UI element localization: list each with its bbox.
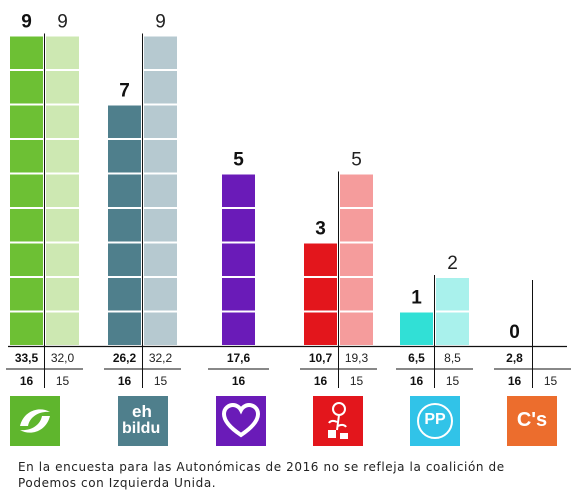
pp-seats-15-label: 2 bbox=[447, 253, 458, 274]
ehbildu-pct-15-label: 32,2 bbox=[149, 351, 173, 365]
pse-pct-15-label: 19,3 bbox=[345, 351, 369, 365]
pnv-bar-15-seat bbox=[46, 278, 79, 311]
pp-pct-16-label: 6,5 bbox=[408, 351, 425, 365]
pse-seats-16-label: 3 bbox=[315, 219, 326, 240]
ehbildu-bar-16-seat bbox=[108, 278, 141, 311]
ehbildu-logo-line2: bildu bbox=[122, 420, 161, 437]
pse-bar-16-seat bbox=[304, 243, 337, 276]
pse-seats-15-label: 5 bbox=[351, 150, 362, 171]
pnv-bar-16-seat bbox=[10, 278, 43, 311]
ehbildu-bar-16-seat bbox=[108, 140, 141, 173]
ehbildu-bar-16-seat bbox=[108, 105, 141, 138]
podemos-bar-16-seat bbox=[222, 312, 255, 345]
pnv-logo bbox=[10, 396, 60, 446]
pnv-bar-15-seat bbox=[46, 36, 79, 69]
ehbildu-bar-16-seat bbox=[108, 243, 141, 276]
pnv-year-15-label: 15 bbox=[56, 374, 70, 388]
pnv-bar-16-seat bbox=[10, 140, 43, 173]
pp-year-16-label: 16 bbox=[410, 374, 424, 388]
pnv-bar-16-seat bbox=[10, 105, 43, 138]
pnv-year-16-label: 16 bbox=[20, 374, 34, 388]
pp-year-15-label: 15 bbox=[446, 374, 460, 388]
cs-logo: C's bbox=[507, 396, 557, 446]
rose-icon bbox=[328, 402, 348, 439]
ehbildu-bar-15-seat bbox=[144, 140, 177, 173]
pp-bar-15-seat bbox=[436, 278, 469, 311]
pp-logo: PP bbox=[410, 396, 460, 446]
pse-bar-16-seat bbox=[304, 278, 337, 311]
pnv-pct-16-label: 33,5 bbox=[15, 351, 39, 365]
podemos-bar-16-seat bbox=[222, 209, 255, 242]
pnv-bar-15-seat bbox=[46, 243, 79, 276]
ehbildu-bar-16-seat bbox=[108, 174, 141, 207]
ehbildu-logo-line1: eh bbox=[132, 402, 152, 421]
pnv-bar-16-seat bbox=[10, 312, 43, 345]
pnv-icon bbox=[20, 409, 50, 433]
podemos-year-16-label: 16 bbox=[232, 374, 246, 388]
pnv-seats-16-label: 9 bbox=[21, 12, 32, 33]
pse-bar-15-seat bbox=[340, 243, 373, 276]
pse-logo bbox=[313, 396, 363, 446]
pnv-bar-16-seat bbox=[10, 243, 43, 276]
pp-circle bbox=[417, 403, 453, 439]
pp-seats-16-label: 1 bbox=[411, 288, 422, 309]
pse-bar-15-seat bbox=[340, 209, 373, 242]
pse-bar-15-seat bbox=[340, 174, 373, 207]
pnv-bar-16-seat bbox=[10, 36, 43, 69]
ehbildu-bar-15-seat bbox=[144, 71, 177, 104]
podemos-bar-16-seat bbox=[222, 243, 255, 276]
heart-icon bbox=[221, 402, 261, 438]
cs-logo-text: C's bbox=[516, 409, 548, 431]
ehbildu-bar-16-seat bbox=[108, 312, 141, 345]
podemos-pct-16-label: 17,6 bbox=[227, 351, 251, 365]
pnv-pct-15-label: 32,0 bbox=[51, 351, 75, 365]
ehbildu-bar-15-seat bbox=[144, 105, 177, 138]
pse-pct-16-label: 10,7 bbox=[309, 351, 333, 365]
podemos-bar-16-seat bbox=[222, 174, 255, 207]
cs-seats-16-label: 0 bbox=[509, 322, 520, 343]
pnv-bar-16-seat bbox=[10, 174, 43, 207]
ehbildu-bar-15-seat bbox=[144, 278, 177, 311]
ehbildu-seats-16-label: 7 bbox=[119, 81, 130, 102]
ehbildu-pct-16-label: 26,2 bbox=[113, 351, 137, 365]
pnv-bar-16-seat bbox=[10, 71, 43, 104]
pse-year-16-label: 16 bbox=[314, 374, 328, 388]
pnv-seats-15-label: 9 bbox=[57, 12, 68, 33]
ehbildu-year-15-label: 15 bbox=[154, 374, 168, 388]
pse-bar-15-seat bbox=[340, 312, 373, 345]
ehbildu-year-16-label: 16 bbox=[118, 374, 132, 388]
cs-year-16-label: 16 bbox=[508, 374, 522, 388]
podemos-bar-16-seat bbox=[222, 278, 255, 311]
pse-year-15-label: 15 bbox=[350, 374, 364, 388]
cs-year-15-label: 15 bbox=[544, 374, 558, 388]
pp-bar-15-seat bbox=[436, 312, 469, 345]
ehbildu-bar-15-seat bbox=[144, 174, 177, 207]
cs-pct-16-label: 2,8 bbox=[506, 351, 523, 365]
ehbildu-bar-15-seat bbox=[144, 243, 177, 276]
ehbildu-bar-15-seat bbox=[144, 36, 177, 69]
ehbildu-seats-15-label: 9 bbox=[155, 12, 166, 33]
podemos-seats-16-label: 5 bbox=[233, 150, 244, 171]
pse-bar-15-seat bbox=[340, 278, 373, 311]
pnv-bar-15-seat bbox=[46, 140, 79, 173]
pnv-bar-15-seat bbox=[46, 71, 79, 104]
pnv-bar-15-seat bbox=[46, 174, 79, 207]
ehbildu-bar-15-seat bbox=[144, 209, 177, 242]
pp-bar-16-seat bbox=[400, 312, 433, 345]
pnv-bar-15-seat bbox=[46, 209, 79, 242]
pp-logo-text: PP bbox=[424, 411, 446, 428]
ehbildu-logo: eh bildu bbox=[118, 396, 168, 446]
ehbildu-bar-16-seat bbox=[108, 209, 141, 242]
podemos-logo bbox=[216, 396, 266, 446]
footnote: En la encuesta para las Autonómicas de 2… bbox=[18, 460, 505, 490]
pnv-bar-15-seat bbox=[46, 312, 79, 345]
pp-pct-15-label: 8,5 bbox=[444, 351, 461, 365]
pse-bar-16-seat bbox=[304, 312, 337, 345]
ehbildu-bar-15-seat bbox=[144, 312, 177, 345]
pnv-bar-16-seat bbox=[10, 209, 43, 242]
pnv-bar-15-seat bbox=[46, 105, 79, 138]
